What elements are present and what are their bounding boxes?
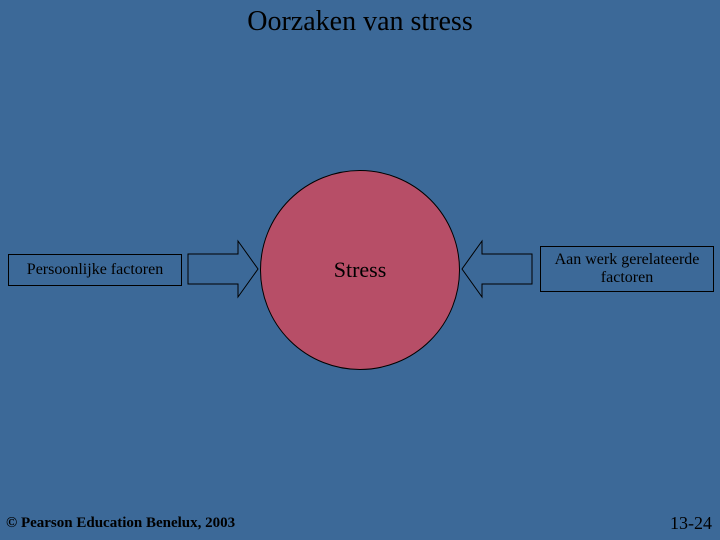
copyright-text: © Pearson Education Benelux, 2003 — [6, 515, 235, 532]
left-factor-box: Persoonlijke factoren — [8, 254, 182, 286]
slide-stage: Oorzaken van stress Stress Persoonlijke … — [0, 0, 720, 540]
stress-circle-label: Stress — [334, 257, 387, 283]
stress-circle: Stress — [260, 170, 460, 370]
page-number: 13-24 — [670, 513, 712, 534]
right-arrow — [462, 241, 532, 297]
left-factor-label: Persoonlijke factoren — [27, 261, 163, 279]
left-arrow — [188, 241, 258, 297]
right-factor-label: Aan werk gerelateerde factoren — [541, 251, 713, 286]
right-factor-box: Aan werk gerelateerde factoren — [540, 246, 714, 292]
